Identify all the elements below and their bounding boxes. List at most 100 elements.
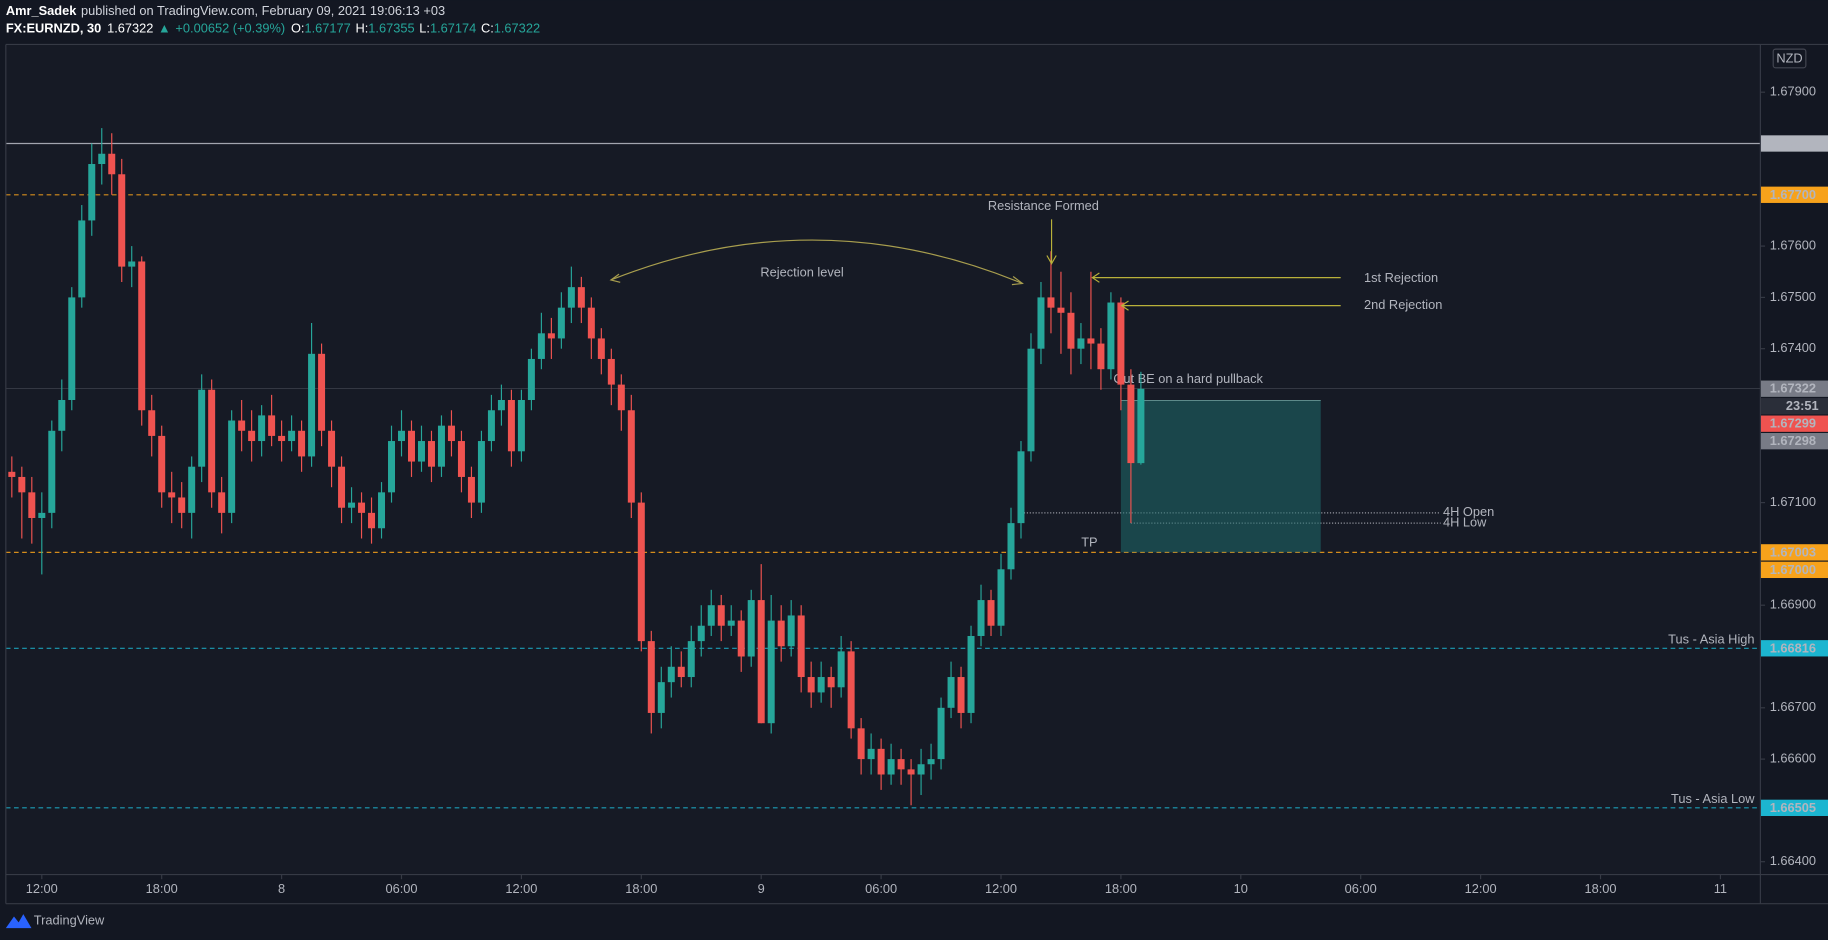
candle-body [198,389,206,467]
candle-body [577,287,585,308]
level-text: Tus - Asia Low [1671,791,1755,806]
candle-body [348,502,356,508]
x-tick-label: 8 [278,881,285,896]
candle-body [288,430,296,442]
candle-body [517,399,525,452]
marker-line-text: 4H Open [1443,504,1494,519]
arrow-head [1011,276,1024,286]
price-tag [1760,799,1828,817]
x-tick-label: 12:00 [26,881,58,896]
candle-body [378,492,386,529]
price-tag [1760,433,1828,450]
candle-body [338,466,346,508]
candle-body [138,261,146,411]
candle-body [737,620,745,657]
price-tag-label: 1.67000 [1770,562,1816,577]
ohlc-label: L: [419,21,430,36]
candle-body [917,764,925,775]
candle-body [278,435,286,442]
symbol[interactable]: FX:EURNZD, 30 [6,21,101,36]
candle-body [178,497,186,513]
candle-body [497,399,505,411]
candle-body [747,600,755,657]
candle-body [727,620,735,626]
currency: NZD [1776,50,1802,65]
candle-body [447,425,455,442]
x-tick-label: 11 [1714,881,1727,896]
candle-body [78,220,86,298]
price-tag-label: 1.67322 [1770,381,1816,396]
ohlc-label: O: [291,21,305,36]
candle-body [108,153,116,175]
candle-body [587,307,595,339]
x-tick-label: 12:00 [505,881,537,896]
candle-body [857,728,865,760]
candle-body [1107,302,1115,370]
candle-body [687,641,695,678]
y-tick-label: 1.66600 [1770,751,1816,766]
candle-body [1077,338,1085,349]
candle-body [48,430,56,513]
ohlc-label: H: [355,21,368,36]
candle-body [1067,312,1075,349]
candle-body [1097,343,1105,370]
change: +0.00652 (+0.39%) [175,21,285,36]
y-tick-label: 1.67100 [1770,494,1816,509]
x-tick-label: 18:00 [1584,881,1616,896]
brand[interactable]: TradingView [34,913,105,928]
x-tick-label: 18:00 [146,881,178,896]
logo[interactable] [5,914,32,929]
price-tag-label: 1.67299 [1770,416,1816,431]
x-tick-label: 12:00 [985,881,1017,896]
y-tick-label: 1.66700 [1770,699,1816,714]
candle-body [168,492,176,498]
author[interactable]: Amr_Sadek [6,3,77,18]
price-tag-label: 1.66505 [1770,800,1816,815]
candle-body [987,600,995,626]
x-tick-label: 06:00 [385,881,417,896]
candle-body [148,410,156,436]
chart-pane [5,44,1761,875]
candle-body [607,358,615,385]
candle-body [547,333,555,339]
price-tag [1760,380,1828,397]
ohlc-value: 1.67174 [430,21,476,36]
candle-body [627,410,635,503]
candle-body [1127,384,1135,464]
price-tag [1760,186,1828,203]
candle-body [557,307,565,339]
header-line-2: FX:EURNZD, 30 1.67322 ▲ +0.00652 (+0.39%) O:… [6,21,540,36]
x-tick-label: 10 [1234,881,1248,896]
candle-body [777,620,785,647]
currency-box[interactable] [1772,48,1807,69]
candle-body [268,415,276,436]
candle-body [1037,297,1045,349]
candle-body [827,677,835,688]
position-box [1120,400,1321,553]
candle-body [28,492,36,518]
candle-body [967,635,975,713]
candle-body [897,759,905,770]
candle-body [867,748,875,760]
candle-body [18,476,26,493]
candle-body [977,600,985,636]
candle-body [1017,451,1025,524]
candle-body [358,502,366,513]
price-tag-label: 1.67800 [1770,135,1816,150]
candle-body [567,287,575,308]
ohlc-value: 1.67355 [368,21,414,36]
candle-body [487,410,495,442]
header-line-1: Amr_Sadek published on TradingView.com, F… [6,3,445,18]
candle-body [657,682,665,713]
candle-body [997,569,1005,626]
annotation: 2nd Rejection [1364,297,1442,312]
annotation: Rejection level [760,264,843,279]
candle-body [1047,297,1055,308]
x-tick-label: 06:00 [865,881,897,896]
y-tick-label: 1.66900 [1770,597,1816,612]
level-text: Tus - Asia High [1668,632,1754,647]
price-tag [1760,544,1828,561]
price-tag-label: 1.67003 [1770,544,1816,559]
ohlc-label: C: [481,21,494,36]
